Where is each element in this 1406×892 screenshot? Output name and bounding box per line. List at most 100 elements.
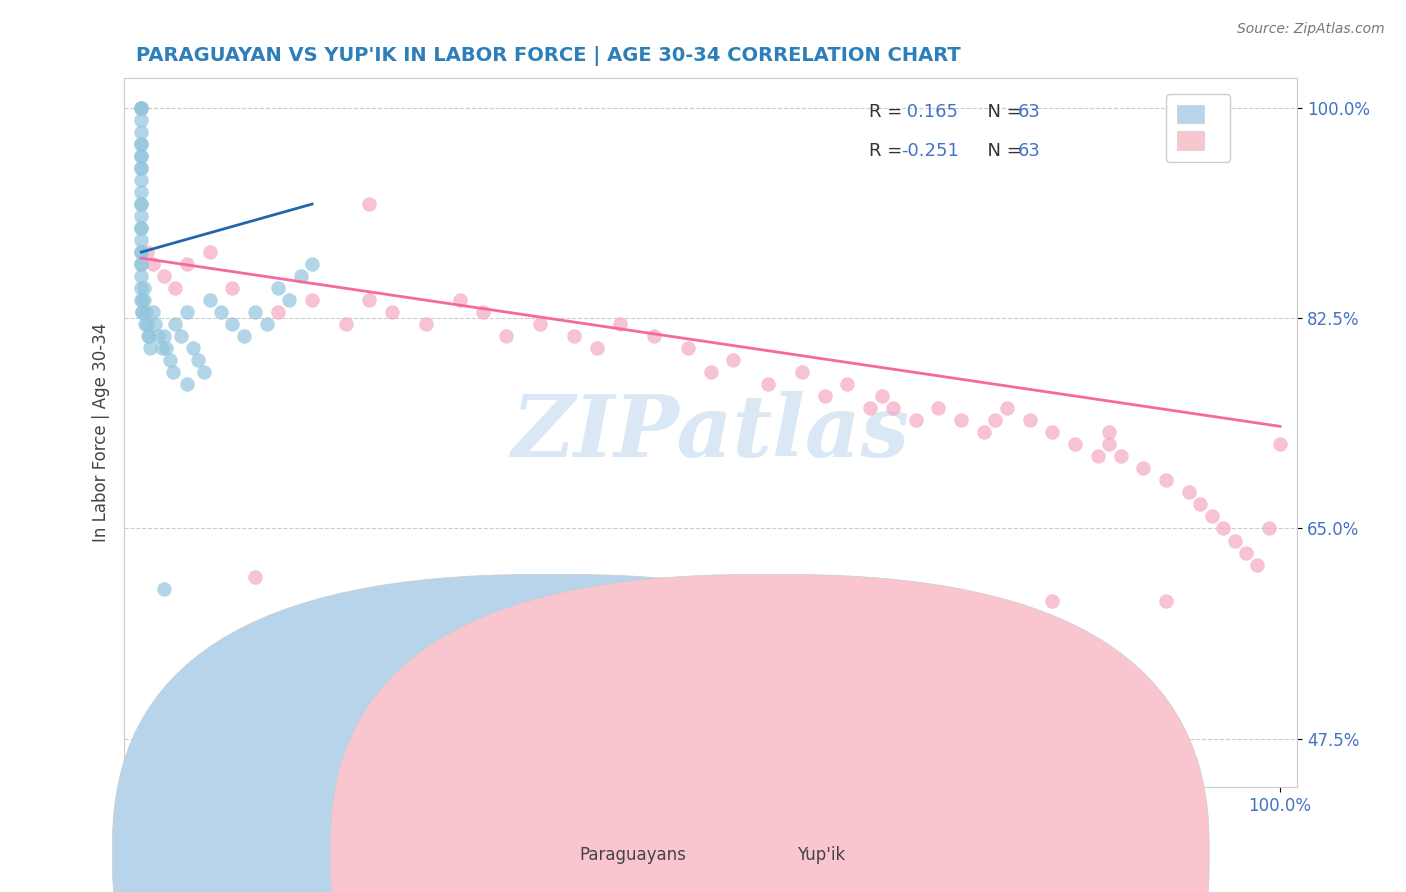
Point — [1234, 545, 1257, 559]
Point — [129, 281, 152, 295]
Point — [129, 161, 152, 175]
Point — [562, 329, 585, 343]
Point — [132, 293, 155, 308]
Point — [131, 293, 153, 308]
Text: Yup'ik: Yup'ik — [797, 846, 845, 863]
Point — [973, 425, 995, 440]
Point — [1109, 450, 1132, 464]
Point — [129, 149, 152, 163]
Point — [1040, 593, 1063, 607]
Point — [129, 185, 152, 199]
Point — [142, 257, 165, 271]
Point — [153, 269, 176, 284]
Point — [232, 329, 254, 343]
Point — [1098, 437, 1121, 451]
Point — [136, 329, 159, 343]
Point — [129, 233, 152, 247]
Point — [1223, 533, 1246, 548]
Point — [134, 317, 156, 331]
Point — [198, 293, 221, 308]
Point — [150, 341, 173, 355]
Point — [256, 317, 278, 331]
Point — [381, 305, 404, 319]
Point — [136, 245, 159, 260]
Point — [278, 293, 301, 308]
Point — [131, 305, 153, 319]
Point — [129, 101, 152, 115]
Point — [676, 341, 699, 355]
Point — [198, 245, 221, 260]
Point — [790, 365, 813, 379]
Point — [153, 582, 176, 596]
Text: 63: 63 — [1018, 103, 1040, 121]
Point — [129, 257, 152, 271]
Point — [170, 329, 193, 343]
Legend: , : , — [1167, 94, 1229, 161]
Point — [243, 305, 266, 319]
Point — [129, 269, 152, 284]
Point — [129, 101, 152, 115]
Point — [129, 245, 152, 260]
Point — [267, 305, 290, 319]
Point — [495, 329, 517, 343]
Point — [129, 221, 152, 235]
Point — [131, 305, 153, 319]
Point — [1098, 425, 1121, 440]
Point — [129, 197, 152, 211]
Point — [129, 136, 152, 151]
Point — [129, 221, 152, 235]
Point — [129, 257, 152, 271]
Point — [138, 329, 160, 343]
Point — [723, 353, 745, 368]
Point — [1087, 450, 1109, 464]
Point — [221, 281, 243, 295]
Text: 0.165: 0.165 — [901, 103, 957, 121]
Point — [129, 197, 152, 211]
Text: Paraguayans: Paraguayans — [579, 846, 686, 863]
Point — [756, 707, 779, 722]
Point — [995, 401, 1018, 416]
Point — [357, 197, 380, 211]
Point — [1178, 485, 1201, 500]
Point — [159, 353, 181, 368]
Point — [129, 293, 152, 308]
Point — [136, 317, 159, 331]
Point — [1201, 509, 1223, 524]
Point — [609, 317, 631, 331]
Point — [859, 401, 882, 416]
Point — [837, 377, 859, 392]
Point — [165, 317, 187, 331]
Point — [1018, 413, 1040, 427]
Point — [243, 569, 266, 583]
Text: 63: 63 — [1018, 142, 1040, 160]
Point — [129, 173, 152, 187]
Point — [1154, 593, 1177, 607]
Point — [904, 413, 927, 427]
Point — [129, 101, 152, 115]
Y-axis label: In Labor Force | Age 30-34: In Labor Force | Age 30-34 — [93, 323, 110, 542]
Point — [357, 293, 380, 308]
Point — [1257, 521, 1279, 535]
Point — [129, 136, 152, 151]
Point — [129, 161, 152, 175]
Point — [643, 329, 665, 343]
Point — [756, 377, 779, 392]
Point — [267, 281, 290, 295]
Point — [290, 269, 312, 284]
Point — [129, 209, 152, 223]
Point — [1132, 461, 1154, 475]
Text: N =: N = — [976, 103, 1028, 121]
Point — [176, 305, 198, 319]
Point — [870, 389, 893, 403]
Text: Source: ZipAtlas.com: Source: ZipAtlas.com — [1237, 22, 1385, 37]
Text: PARAGUAYAN VS YUP'IK IN LABOR FORCE | AGE 30-34 CORRELATION CHART: PARAGUAYAN VS YUP'IK IN LABOR FORCE | AG… — [136, 46, 960, 66]
Text: R =: R = — [869, 142, 908, 160]
Point — [415, 317, 437, 331]
Point — [153, 329, 176, 343]
Point — [139, 341, 162, 355]
Point — [529, 317, 551, 331]
Point — [699, 707, 721, 722]
Point — [449, 293, 471, 308]
Point — [129, 125, 152, 139]
Point — [927, 401, 949, 416]
